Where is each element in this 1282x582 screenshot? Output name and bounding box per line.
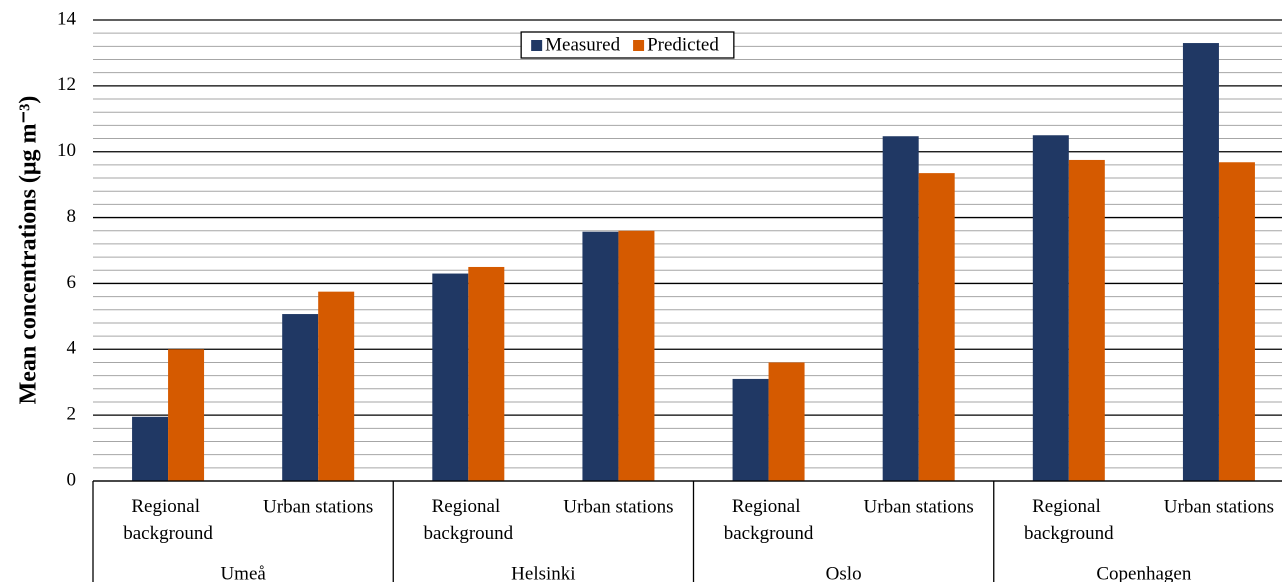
bar [732, 378, 769, 481]
y-tick-label: 2 [67, 404, 77, 425]
group-label: Oslo [826, 563, 862, 582]
x-tick-label: Regional background [423, 496, 513, 544]
bar [318, 291, 355, 481]
y-axis-label: Mean concentrations (μg m⁻³) [16, 96, 42, 405]
legend-swatch [531, 40, 543, 51]
x-tick-label: Regional background [724, 496, 814, 544]
group-label: Umeå [220, 563, 266, 582]
x-tick-label: Urban stations [263, 496, 373, 517]
x-tick-label: Regional background [123, 496, 213, 544]
y-tick-label: 10 [57, 140, 76, 161]
y-tick-label: 14 [57, 8, 77, 29]
legend-box [520, 31, 735, 59]
y-tick-label: 8 [67, 206, 77, 227]
x-tick-label: Regional background [1024, 496, 1114, 544]
x-tick-label: Urban stations [864, 496, 974, 517]
bar [468, 266, 505, 481]
bar [1032, 135, 1069, 481]
y-tick-label: 4 [67, 338, 77, 359]
x-tick-label: Urban stations [1164, 496, 1274, 517]
y-tick-label: 0 [67, 469, 77, 490]
y-tick-label: 6 [67, 272, 77, 293]
bar [132, 416, 169, 481]
group-label: Copenhagen [1096, 563, 1191, 582]
bar [168, 349, 205, 481]
legend-label: Measured [545, 34, 620, 55]
bar [1068, 159, 1105, 482]
group-label: Helsinki [511, 563, 575, 582]
bar [1182, 43, 1219, 482]
bar [918, 173, 955, 481]
legend-label: Predicted [647, 34, 719, 55]
bar [618, 230, 655, 481]
bar [882, 136, 919, 481]
legend-swatch [633, 40, 645, 51]
bar [432, 273, 469, 481]
bar [768, 362, 805, 481]
bar [582, 231, 619, 481]
y-tick-label: 12 [57, 74, 76, 95]
bar [282, 314, 319, 481]
x-tick-label: Urban stations [563, 496, 673, 517]
legend: Measured Predicted [520, 31, 735, 59]
bar [1218, 162, 1255, 481]
